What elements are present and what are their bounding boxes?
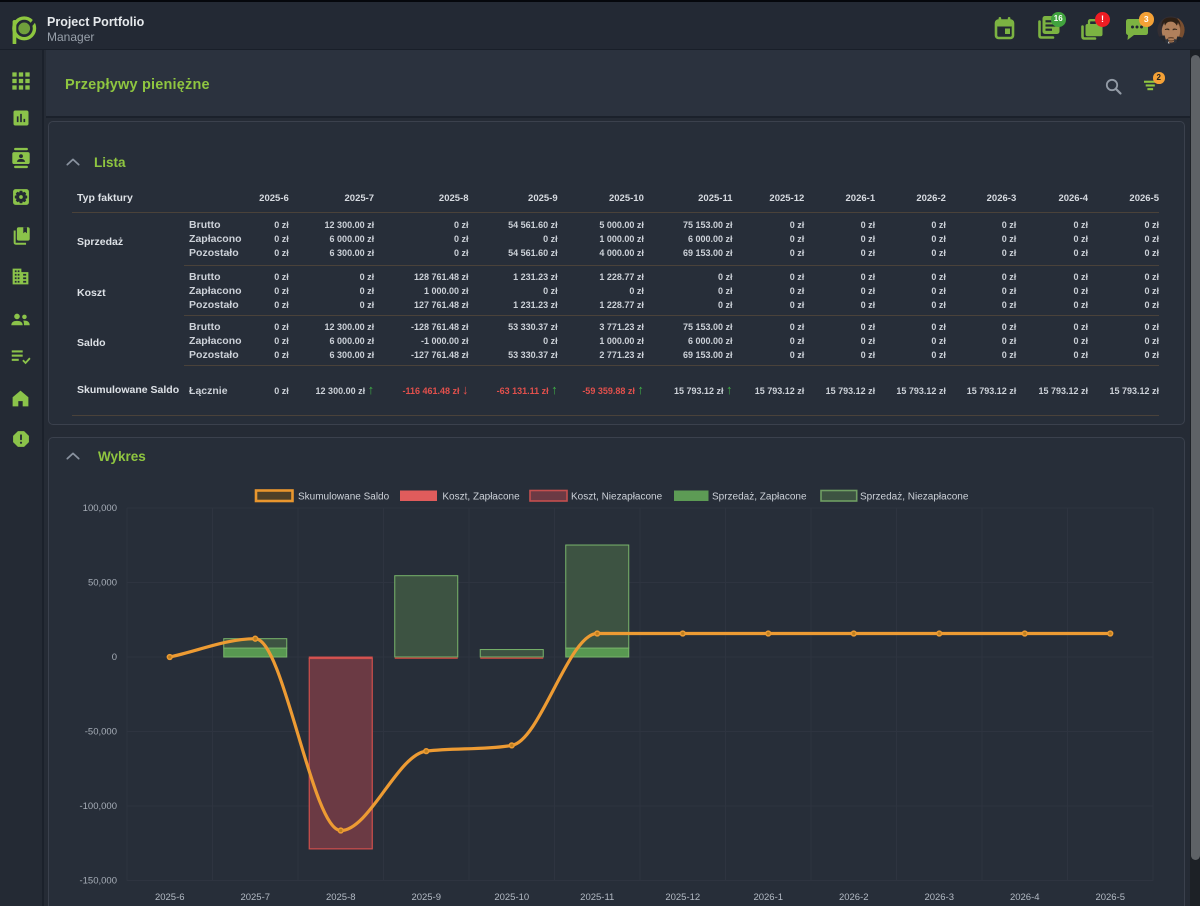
svg-text:2025-6: 2025-6 — [155, 892, 185, 903]
svg-text:2025-9: 2025-9 — [411, 892, 441, 903]
svg-text:2025-7: 2025-7 — [240, 892, 270, 903]
svg-text:2026-3: 2026-3 — [924, 892, 954, 903]
svg-text:-50,000: -50,000 — [85, 727, 117, 738]
svg-text:Sprzedaż, Zapłacone: Sprzedaż, Zapłacone — [712, 492, 807, 503]
svg-text:Sprzedaż, Niezapłacone: Sprzedaż, Niezapłacone — [860, 492, 969, 503]
svg-text:Koszt, Niezapłacone: Koszt, Niezapłacone — [571, 492, 663, 503]
svg-text:-150,000: -150,000 — [79, 876, 117, 887]
svg-text:Skumulowane Saldo: Skumulowane Saldo — [298, 492, 390, 503]
svg-text:2025-11: 2025-11 — [580, 892, 614, 903]
svg-text:Koszt, Zapłacone: Koszt, Zapłacone — [442, 492, 520, 503]
svg-text:2026-2: 2026-2 — [839, 892, 869, 903]
svg-text:0: 0 — [112, 652, 117, 663]
svg-text:2025-8: 2025-8 — [326, 892, 356, 903]
svg-text:-100,000: -100,000 — [79, 801, 117, 812]
svg-text:100,000: 100,000 — [83, 503, 117, 514]
svg-text:50,000: 50,000 — [88, 578, 117, 589]
svg-text:2026-4: 2026-4 — [1010, 892, 1040, 903]
svg-text:2026-5: 2026-5 — [1095, 892, 1125, 903]
svg-text:2025-10: 2025-10 — [494, 892, 529, 903]
svg-text:2025-12: 2025-12 — [665, 892, 700, 903]
svg-text:2026-1: 2026-1 — [753, 892, 783, 903]
